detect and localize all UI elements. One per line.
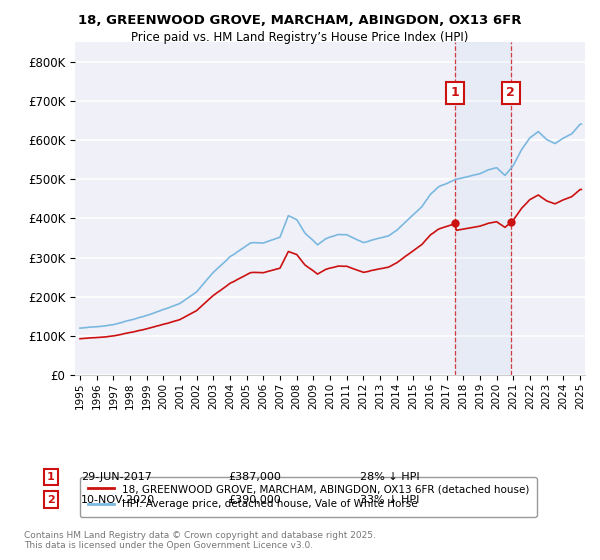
- Text: 29-JUN-2017: 29-JUN-2017: [81, 472, 152, 482]
- Text: 28% ↓ HPI: 28% ↓ HPI: [360, 472, 419, 482]
- Text: £390,000: £390,000: [228, 494, 281, 505]
- Text: 1: 1: [47, 472, 55, 482]
- Text: 2: 2: [47, 494, 55, 505]
- Text: Contains HM Land Registry data © Crown copyright and database right 2025.
This d: Contains HM Land Registry data © Crown c…: [24, 530, 376, 550]
- Text: 33% ↓ HPI: 33% ↓ HPI: [360, 494, 419, 505]
- Text: 2: 2: [506, 86, 515, 100]
- Text: 18, GREENWOOD GROVE, MARCHAM, ABINGDON, OX13 6FR: 18, GREENWOOD GROVE, MARCHAM, ABINGDON, …: [78, 14, 522, 27]
- Text: £387,000: £387,000: [228, 472, 281, 482]
- Text: Price paid vs. HM Land Registry’s House Price Index (HPI): Price paid vs. HM Land Registry’s House …: [131, 31, 469, 44]
- Text: 1: 1: [451, 86, 460, 100]
- Text: 10-NOV-2020: 10-NOV-2020: [81, 494, 155, 505]
- Bar: [455, 42, 511, 375]
- Legend: 18, GREENWOOD GROVE, MARCHAM, ABINGDON, OX13 6FR (detached house), HPI: Average : 18, GREENWOOD GROVE, MARCHAM, ABINGDON, …: [80, 477, 536, 516]
